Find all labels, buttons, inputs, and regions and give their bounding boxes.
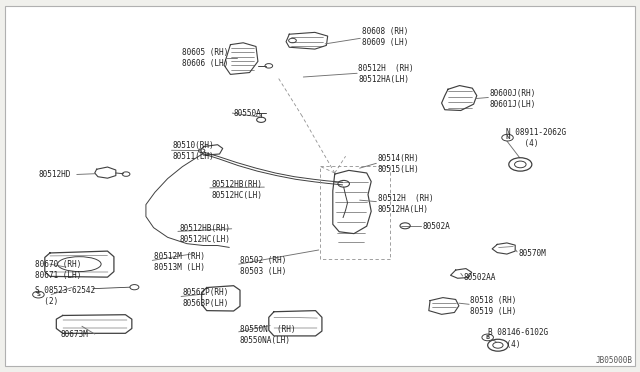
Text: 80502A: 80502A [422, 222, 450, 231]
Text: B: B [486, 335, 490, 340]
Text: 80512H  (RH)
80512HA(LH): 80512H (RH) 80512HA(LH) [378, 194, 433, 214]
Text: N: N [505, 135, 510, 140]
Circle shape [33, 291, 44, 298]
Text: 80502AA: 80502AA [464, 273, 497, 282]
Text: 80512HB(RH)
80512HC(LH): 80512HB(RH) 80512HC(LH) [179, 224, 230, 244]
Text: 80670 (RH)
80671 (LH): 80670 (RH) 80671 (LH) [35, 260, 81, 280]
Text: 80514(RH)
80515(LH): 80514(RH) 80515(LH) [378, 154, 419, 174]
Text: 80550A: 80550A [234, 109, 261, 118]
Text: 80510(RH)
80511(LH): 80510(RH) 80511(LH) [173, 141, 214, 161]
Text: 80518 (RH)
80519 (LH): 80518 (RH) 80519 (LH) [470, 296, 516, 316]
Text: 80512M (RH)
80513M (LH): 80512M (RH) 80513M (LH) [154, 252, 204, 272]
Circle shape [502, 134, 513, 141]
Text: 80673M: 80673M [61, 330, 88, 339]
Text: S 08523-62542
  (2): S 08523-62542 (2) [35, 286, 95, 306]
Text: JB05000B: JB05000B [595, 356, 632, 365]
Text: 80562P(RH)
80563P(LH): 80562P(RH) 80563P(LH) [182, 288, 228, 308]
Text: 80600J(RH)
80601J(LH): 80600J(RH) 80601J(LH) [490, 89, 536, 109]
Text: 80570M: 80570M [518, 249, 546, 258]
Text: 80502 (RH)
80503 (LH): 80502 (RH) 80503 (LH) [240, 256, 286, 276]
Text: 80605 (RH)
80606 (LH): 80605 (RH) 80606 (LH) [182, 48, 228, 68]
Text: 80512HD: 80512HD [38, 170, 71, 179]
Text: B 08146-6102G
    (4): B 08146-6102G (4) [488, 328, 548, 349]
Text: 80550N  (RH)
80550NA(LH): 80550N (RH) 80550NA(LH) [240, 325, 296, 345]
Circle shape [482, 334, 493, 341]
Text: 80608 (RH)
80609 (LH): 80608 (RH) 80609 (LH) [362, 27, 408, 47]
Text: N 08911-2062G
    (4): N 08911-2062G (4) [506, 128, 566, 148]
Text: 80512H  (RH)
80512HA(LH): 80512H (RH) 80512HA(LH) [358, 64, 414, 84]
Text: 80512HB(RH)
80512HC(LH): 80512HB(RH) 80512HC(LH) [211, 180, 262, 200]
Text: S: S [36, 292, 40, 297]
